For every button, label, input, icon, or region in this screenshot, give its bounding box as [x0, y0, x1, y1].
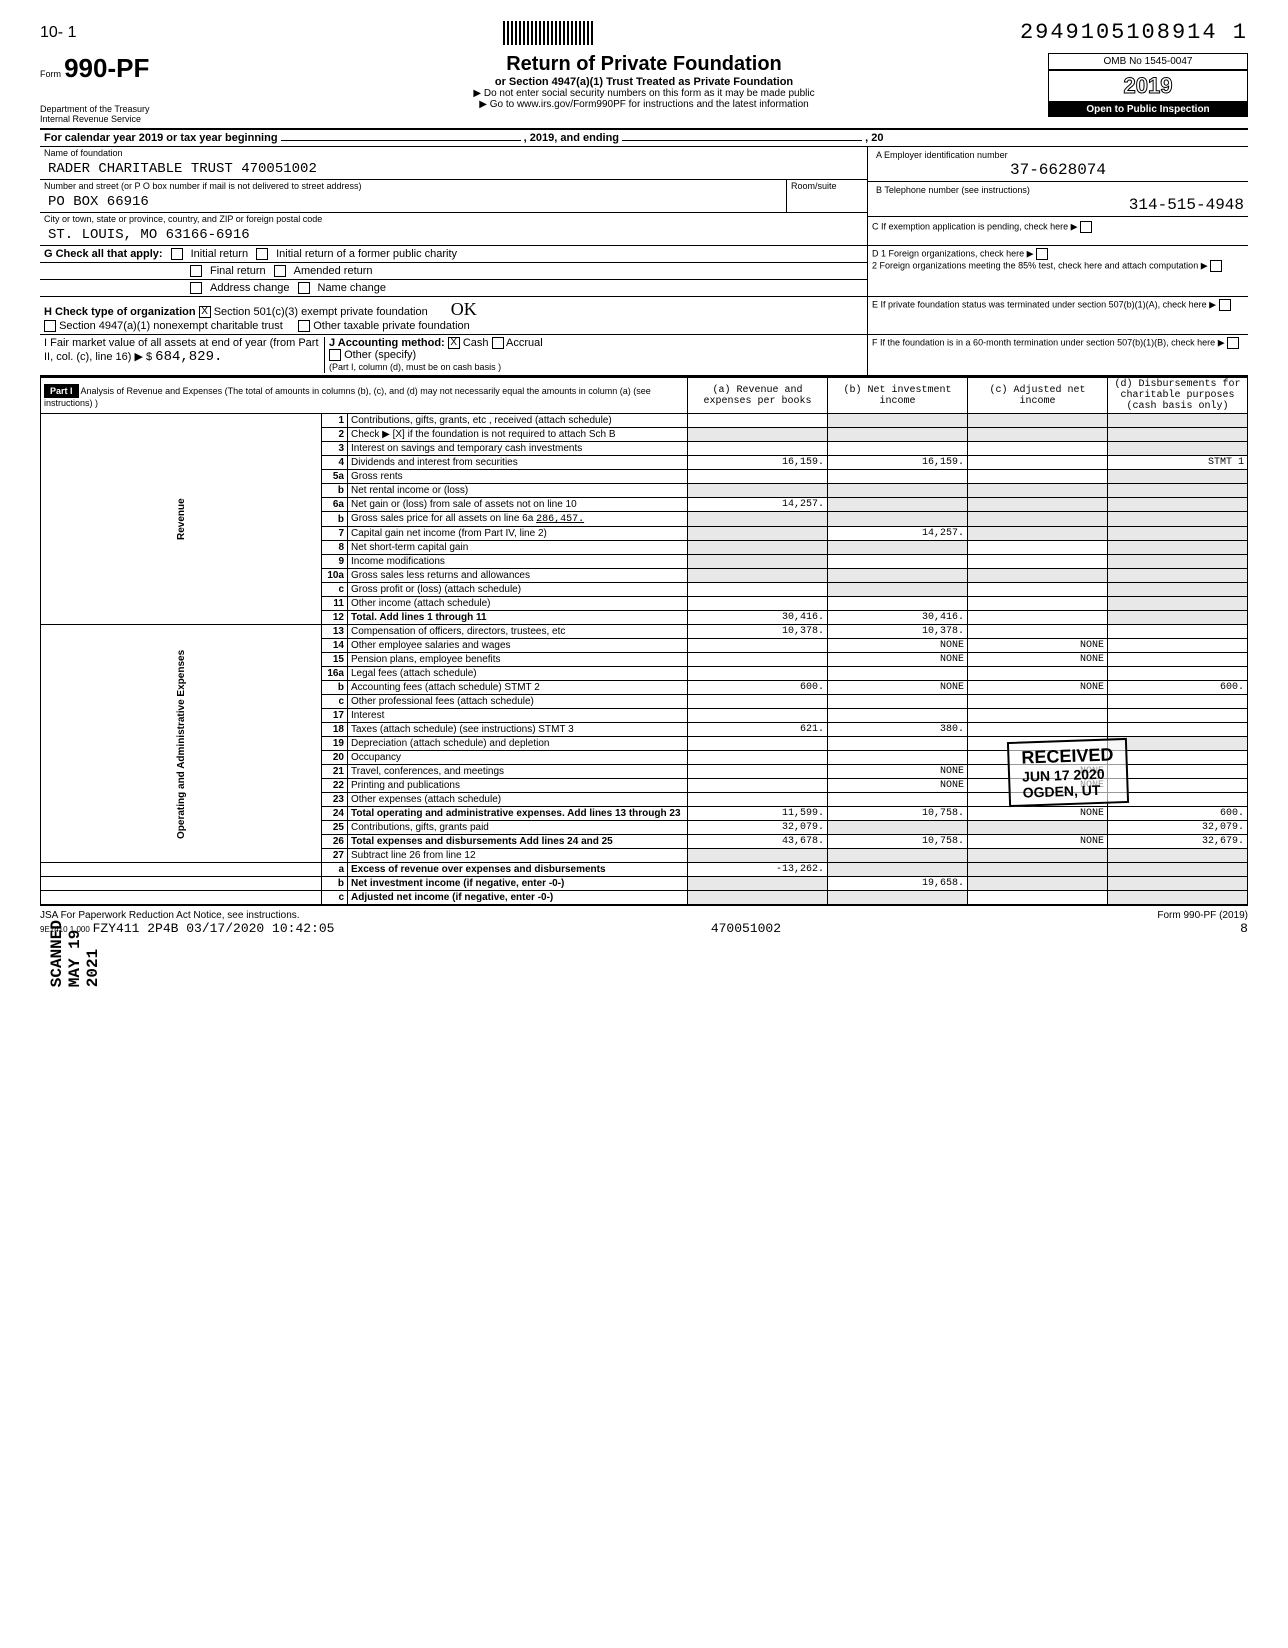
- form-number: 990-PF: [64, 53, 149, 83]
- h-other-checkbox[interactable]: [298, 320, 310, 332]
- form-title: Return of Private Foundation: [240, 53, 1048, 76]
- e-checkbox[interactable]: [1219, 299, 1231, 311]
- fmv: 684,829.: [155, 349, 222, 365]
- col-d-header: (d) Disbursements for charitable purpose…: [1108, 378, 1248, 414]
- omb-number: OMB No 1545-0047: [1048, 53, 1248, 70]
- j-cash-checkbox[interactable]: X: [448, 337, 460, 349]
- dln: 2949105108914 1: [1020, 20, 1248, 45]
- calendar-year-row: For calendar year 2019 or tax year begin…: [40, 130, 1248, 147]
- g-former-checkbox[interactable]: [256, 248, 268, 260]
- barcode: [503, 21, 593, 45]
- ein-label: A Employer identification number: [872, 149, 1244, 161]
- identity-block: Name of foundation RADER CHARITABLE TRUS…: [40, 147, 1248, 246]
- subtitle-2: ▶ Do not enter social security numbers o…: [240, 88, 1048, 99]
- seq-num: 10- 1: [40, 24, 76, 42]
- subtitle-3: ▶ Go to www.irs.gov/Form990PF for instru…: [240, 99, 1048, 110]
- subtitle-1: or Section 4947(a)(1) Trust Treated as P…: [240, 76, 1048, 88]
- j-other-checkbox[interactable]: [329, 349, 341, 361]
- g-address-checkbox[interactable]: [190, 282, 202, 294]
- table-row: Revenue 1Contributions, gifts, grants, e…: [41, 414, 1248, 428]
- footer-mid: 470051002: [711, 921, 781, 936]
- table-row: aExcess of revenue over expenses and dis…: [41, 863, 1248, 877]
- ein: 37-6628074: [872, 161, 1244, 179]
- page-number: 8: [1157, 921, 1248, 936]
- d2-checkbox[interactable]: [1210, 260, 1222, 272]
- expenses-side-label: Operating and Administrative Expenses: [41, 625, 322, 863]
- form-label: Form: [40, 69, 61, 79]
- j-label: J Accounting method:: [329, 337, 445, 349]
- phone-label: B Telephone number (see instructions): [872, 184, 1244, 196]
- room-label: Room/suite: [787, 180, 867, 192]
- dept: Department of the Treasury: [40, 104, 240, 114]
- d2-label: 2 Foreign organizations meeting the 85% …: [872, 260, 1244, 272]
- batch-stamp: FZY411 2P4B 03/17/2020 10:42:05: [93, 921, 335, 936]
- inspection-notice: Open to Public Inspection: [1048, 102, 1248, 117]
- table-row: cAdjusted net income (if negative, enter…: [41, 891, 1248, 905]
- g-row: G Check all that apply: Initial return I…: [40, 246, 867, 263]
- exemption-pending: C If exemption application is pending, c…: [868, 217, 1248, 237]
- top-bar: 10- 1 2949105108914 1: [40, 20, 1248, 45]
- h-4947-checkbox[interactable]: [44, 320, 56, 332]
- h-501c3-checkbox[interactable]: X: [199, 306, 211, 318]
- footer: JSA For Paperwork Reduction Act Notice, …: [40, 905, 1248, 936]
- g-final-checkbox[interactable]: [190, 265, 202, 277]
- name-label: Name of foundation: [40, 147, 867, 159]
- j-note: (Part I, column (d), must be on cash bas…: [329, 362, 501, 372]
- j-accrual-checkbox[interactable]: [492, 337, 504, 349]
- received-stamp: RECEIVED JUN 17 2020 OGDEN, UT: [1007, 738, 1129, 807]
- irs: Internal Revenue Service: [40, 114, 240, 124]
- ok-mark: OK: [451, 299, 477, 319]
- city-state-zip: ST. LOUIS, MO 63166-6916: [40, 225, 867, 245]
- g-name-checkbox[interactable]: [298, 282, 310, 294]
- f-label: F If the foundation is in a 60-month ter…: [872, 337, 1244, 349]
- h-row: H Check type of organization X Section 5…: [44, 299, 863, 320]
- d1-checkbox[interactable]: [1036, 248, 1048, 260]
- e-label: E If private foundation status was termi…: [872, 299, 1244, 311]
- h-row-2: Section 4947(a)(1) nonexempt charitable …: [44, 320, 863, 332]
- form-header: Form 990-PF Department of the Treasury I…: [40, 53, 1248, 130]
- col-b-header: (b) Net investment income: [828, 378, 968, 414]
- c-checkbox[interactable]: [1080, 221, 1092, 233]
- scanned-stamp: SCANNED MAY 19 2021: [48, 920, 102, 987]
- tax-year: 2019: [1048, 70, 1248, 102]
- table-row: bNet investment income (if negative, ent…: [41, 877, 1248, 891]
- foundation-name: RADER CHARITABLE TRUST 470051002: [40, 159, 867, 180]
- g-amended-checkbox[interactable]: [274, 265, 286, 277]
- address: PO BOX 66916: [40, 192, 786, 212]
- d1-label: D 1 Foreign organizations, check here ▶: [872, 248, 1244, 260]
- city-label: City or town, state or province, country…: [40, 213, 867, 225]
- part1-title: Analysis of Revenue and Expenses (The to…: [44, 386, 651, 408]
- revenue-side-label: Revenue: [41, 414, 322, 625]
- part1-label: Part I: [44, 384, 79, 398]
- part1-table: Part I Analysis of Revenue and Expenses …: [40, 377, 1248, 905]
- col-a-header: (a) Revenue and expenses per books: [688, 378, 828, 414]
- table-row: Operating and Administrative Expenses 13…: [41, 625, 1248, 639]
- phone: 314-515-4948: [872, 196, 1244, 214]
- g-initial-checkbox[interactable]: [171, 248, 183, 260]
- g-row-2: Final return Amended return: [40, 263, 867, 280]
- g-row-3: Address change Name change: [40, 280, 867, 296]
- form-ref: Form 990-PF (2019): [1157, 910, 1248, 921]
- col-c-header: (c) Adjusted net income: [968, 378, 1108, 414]
- f-checkbox[interactable]: [1227, 337, 1239, 349]
- addr-label: Number and street (or P O box number if …: [40, 180, 786, 192]
